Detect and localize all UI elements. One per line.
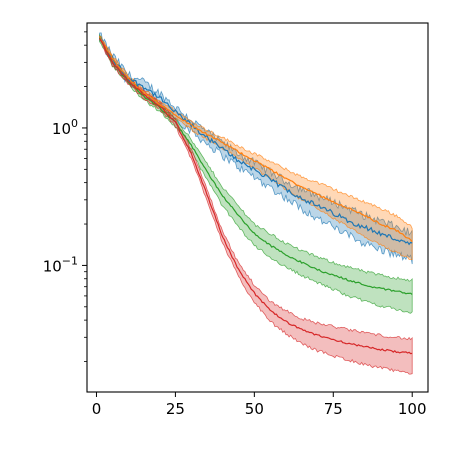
plot-frame (86, 22, 429, 393)
x-tick-label: 100 (398, 400, 427, 418)
bands-layer (99, 32, 413, 375)
lines-layer (99, 35, 413, 355)
series-3-line (99, 38, 413, 355)
y-tick-label: 10−1 (43, 254, 78, 275)
series-1-line (99, 36, 413, 243)
series-0-band (99, 32, 413, 265)
series-2-band (99, 33, 413, 314)
series-3-band (99, 35, 413, 375)
y-axis: 10−1 100 (43, 31, 87, 362)
series-1-band (99, 35, 413, 261)
x-tick-label: 75 (324, 400, 343, 418)
y-tick-label: 100 (52, 117, 78, 138)
x-tick-label: 50 (245, 400, 264, 418)
x-tick-label: 0 (92, 400, 102, 418)
series-2-line (99, 37, 413, 295)
series-0-line (99, 35, 413, 246)
x-axis: 0 25 50 75 100 (92, 392, 427, 418)
x-tick-label: 25 (166, 400, 185, 418)
